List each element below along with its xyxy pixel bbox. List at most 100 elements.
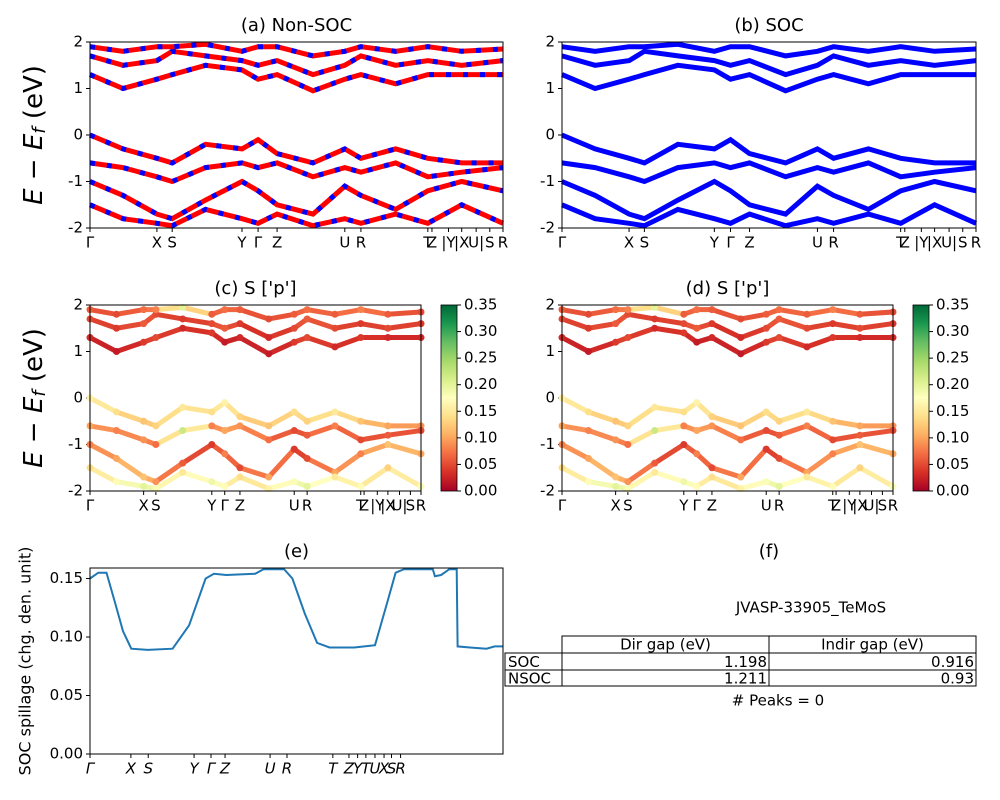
y-tick-label: 0 <box>73 126 83 144</box>
x-tick-label: X <box>152 234 162 252</box>
band-point <box>680 422 688 430</box>
band-segment <box>559 307 591 317</box>
band-point <box>856 334 864 342</box>
band-point <box>775 417 783 425</box>
axes-frame <box>561 304 894 492</box>
band-segment <box>237 423 272 443</box>
band-segment <box>358 432 391 443</box>
band-segment <box>804 474 836 489</box>
x-tick-label: X <box>624 234 634 252</box>
band-line <box>561 160 977 185</box>
band-point <box>179 315 187 323</box>
band-segment <box>113 479 147 489</box>
band-point <box>265 485 273 493</box>
y-tick-label: 0.05 <box>50 686 83 704</box>
band-segment <box>625 460 658 485</box>
band-segment <box>304 423 338 438</box>
band-point <box>208 441 216 448</box>
y-label-sub: f <box>29 388 50 397</box>
band-point <box>357 306 365 314</box>
band-line-dash <box>89 202 505 229</box>
band-point <box>856 431 864 439</box>
band-point <box>384 441 392 448</box>
band-point <box>803 422 811 430</box>
band-segment <box>266 428 297 443</box>
x-tick-label: Γ <box>254 234 263 252</box>
x-tick-label: R <box>356 234 366 252</box>
x-tick-label: U <box>265 760 276 778</box>
y-tick-label: 0 <box>73 389 83 407</box>
x-tick-label: S <box>958 234 968 252</box>
band-segment <box>652 404 687 415</box>
band-point <box>584 348 592 355</box>
x-tick-label: |X <box>380 497 395 515</box>
band-point <box>624 306 632 314</box>
y-tick-label: 2 <box>545 296 555 314</box>
colorbar-tick-label: 0.05 <box>464 455 497 473</box>
band-segment <box>776 307 810 317</box>
y-tick-label: -1 <box>68 172 83 190</box>
band-segment <box>738 339 769 357</box>
cell-text: 1.211 <box>724 670 767 688</box>
colorbar-tick-label: 0.25 <box>464 349 497 367</box>
colorbar-tick-label: 0.35 <box>464 296 497 314</box>
band-segment <box>266 311 297 322</box>
x-tick-label: Y <box>678 497 689 515</box>
x-tick-label: Z <box>343 760 355 778</box>
y-tick-label: -2 <box>68 482 83 500</box>
panel-title: (e) <box>284 541 309 562</box>
colorbar-tick-label: 0.10 <box>464 428 497 446</box>
band-segment <box>585 428 619 443</box>
x-tick-label: S <box>485 234 495 252</box>
band-point <box>762 338 770 346</box>
band-point <box>303 315 311 323</box>
band-segment <box>385 465 424 489</box>
y-axis-label: E − Ef (eV) <box>19 328 51 468</box>
y-tick-label: -2 <box>540 482 555 500</box>
x-tick-label: U| <box>391 497 407 515</box>
cell-text: SOC <box>508 653 540 671</box>
x-tick-label: Γ <box>86 234 95 252</box>
band-point <box>221 306 229 314</box>
band-segment <box>830 442 863 457</box>
band-segment <box>358 465 391 489</box>
x-tick-label: |Y <box>370 497 385 515</box>
x-tick-label: T <box>361 760 372 778</box>
band-point <box>303 334 311 342</box>
axes-frame <box>89 567 504 755</box>
band-segment <box>857 309 896 317</box>
band-point <box>693 399 701 407</box>
band-segment <box>304 455 338 475</box>
band-point <box>737 473 745 481</box>
band-line <box>561 202 978 229</box>
band-segment <box>266 325 297 341</box>
band-segment <box>559 423 591 434</box>
band-point <box>693 427 701 435</box>
band-segment <box>652 469 687 485</box>
y-tick-label: 0 <box>545 389 555 407</box>
band-segment <box>237 414 272 429</box>
band-point <box>208 478 216 486</box>
band-point <box>803 473 811 481</box>
colorbar-tick-label: 0.15 <box>464 402 497 420</box>
band-segment <box>113 339 147 354</box>
x-tick-label: Z <box>831 497 841 515</box>
band-segment <box>585 409 619 424</box>
band-segment <box>87 335 119 354</box>
band-point <box>384 334 392 342</box>
x-tick-label: Y <box>236 234 247 252</box>
band-segment <box>585 479 619 489</box>
band-point <box>112 348 120 355</box>
band-line-dash <box>89 41 504 59</box>
x-tick-label: Y <box>206 497 217 515</box>
band-point <box>290 408 298 416</box>
band-point <box>179 324 187 332</box>
x-tick-label: Γ <box>558 497 567 515</box>
band-point <box>612 436 620 444</box>
band-segment <box>625 304 658 313</box>
band-point <box>680 478 688 486</box>
x-tick-label: X <box>378 760 390 778</box>
y-tick-label: 1 <box>73 342 83 360</box>
band-point <box>265 436 273 444</box>
band-point <box>737 485 745 493</box>
